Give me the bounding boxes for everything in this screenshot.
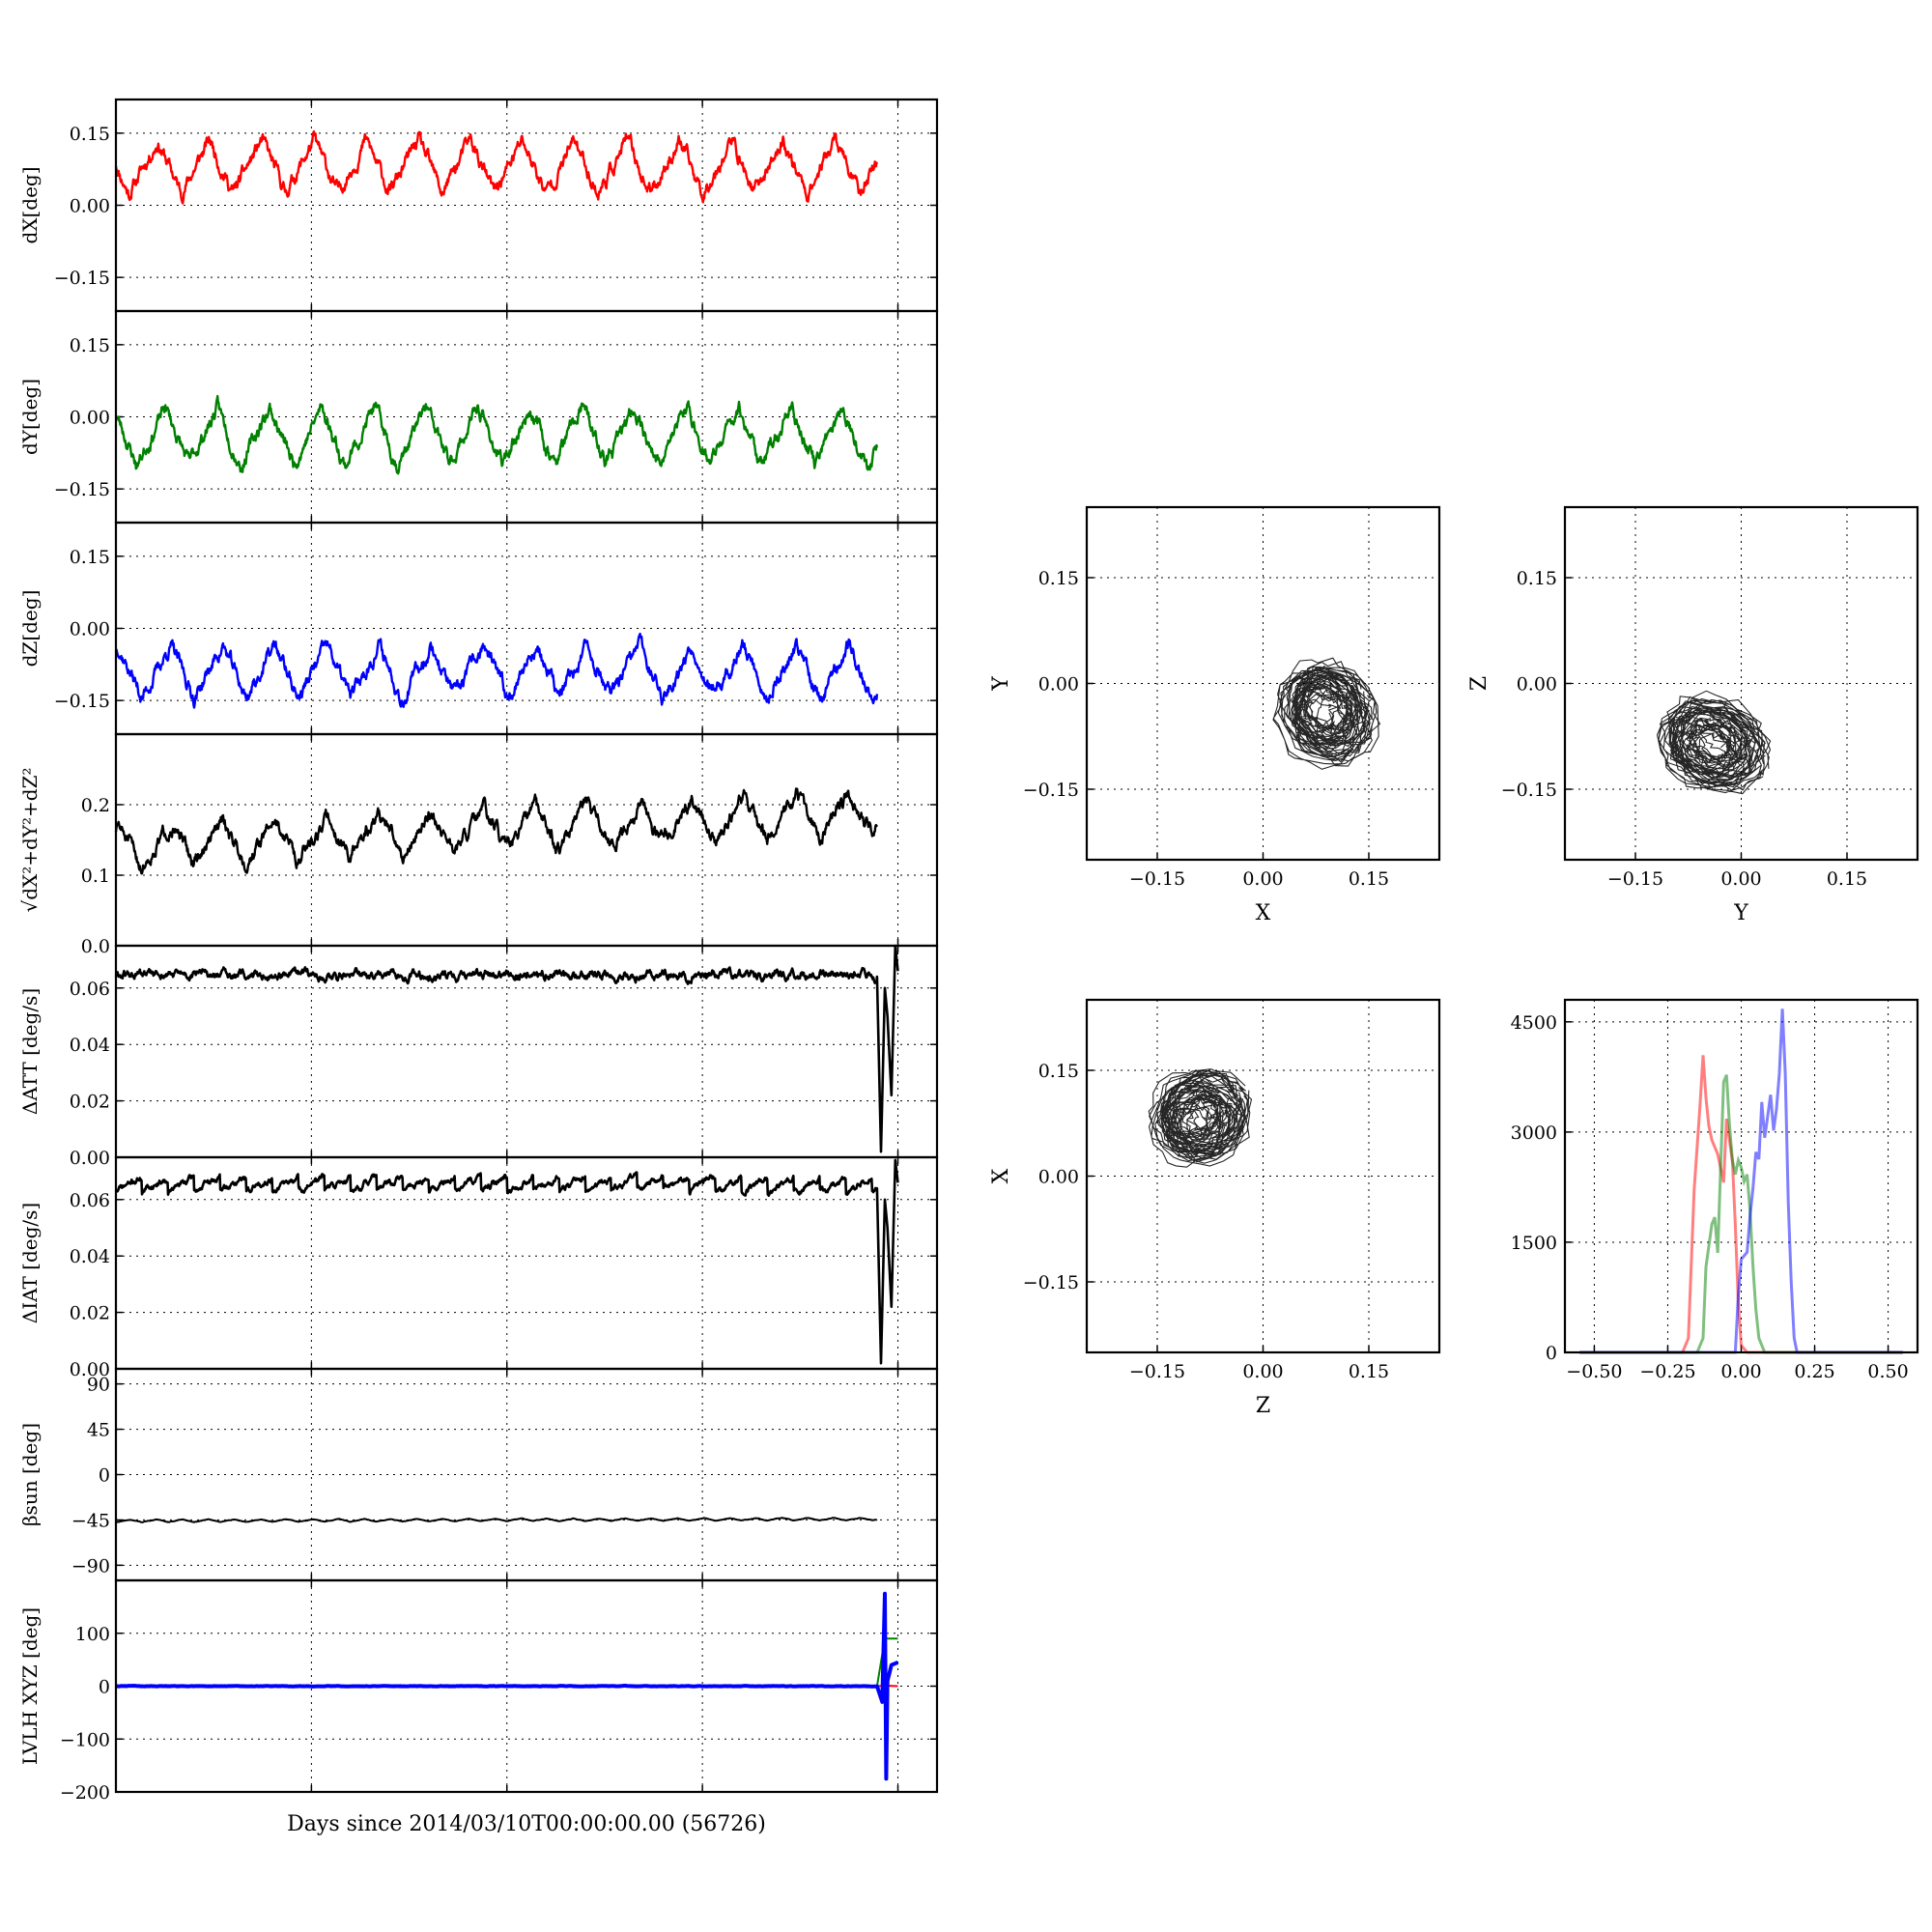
diat-ytick-label: 0.04 [70, 1246, 110, 1267]
zx-xtick-label: −0.15 [1129, 1361, 1185, 1382]
yz-xtick-label: 0.15 [1827, 868, 1867, 890]
hist-xtick-label: 0.50 [1867, 1361, 1908, 1382]
dz-ytick-label: 0.15 [70, 547, 110, 568]
hist-ytick-label: 1500 [1511, 1233, 1557, 1254]
yz-ylabel: Z [1467, 676, 1492, 691]
panel-xy: −0.15 0.00 0.15 −0.15 0.00 0.15 X Y [989, 505, 1441, 925]
xy-ylabel: Y [989, 676, 1013, 692]
dy-series-0 [114, 394, 879, 475]
dy-ytick-label: 0.15 [70, 335, 110, 356]
zx-ytick-label: 0.15 [1038, 1061, 1079, 1082]
yz-xtick-label: 0.00 [1720, 868, 1761, 890]
dr-series-0 [114, 787, 878, 875]
dx-series-0 [114, 129, 879, 205]
beta-ylabel: βsun [deg] [18, 1423, 42, 1526]
hist-ytick-label: 3000 [1511, 1122, 1557, 1144]
yz-ytick-label: 0.15 [1517, 568, 1557, 589]
datt-ytick-label: 0.06 [70, 979, 110, 1000]
dz-ytick-label: 0.00 [70, 619, 110, 640]
hist-ytick-label: 0 [1546, 1343, 1557, 1364]
panel-lvlh: −200 −100 0 100 LVLH XYZ [deg] [18, 1578, 939, 1804]
yz-frame [1563, 505, 1919, 862]
datt-ytick-label: 0.00 [70, 1148, 110, 1169]
hist-hist-series-2 [1579, 1009, 1903, 1354]
diat-ylabel: ΔIAT [deg/s] [18, 1203, 42, 1323]
hist-hist-series-1 [1579, 1074, 1903, 1354]
datt-ylabel: ΔATT [deg/s] [18, 988, 42, 1115]
dr-ytick-label: 0.1 [81, 866, 110, 887]
zx-xtick-label: 0.00 [1242, 1361, 1283, 1382]
beta-ytick-label: 0 [99, 1465, 110, 1487]
dx-ytick-label: 0.15 [70, 124, 110, 145]
panel-yz: −0.15 0.00 0.15 −0.15 0.00 0.15 Y Z [1467, 505, 1919, 925]
panel-dx: −0.15 0.00 0.15 dX[deg] [18, 98, 939, 313]
dx-ylabel: dX[deg] [18, 166, 42, 243]
xy-xtick-label: 0.00 [1242, 868, 1283, 890]
shared-x-axis-label: Days since 2014/03/10T00:00:00.00 (56726… [287, 1812, 766, 1836]
beta-series-0 [115, 1517, 878, 1523]
xy-xlabel: X [1256, 901, 1271, 925]
lvlh-ytick-label: −100 [60, 1729, 110, 1750]
dx-ytick-label: 0.00 [70, 196, 110, 217]
beta-ytick-label: −45 [71, 1510, 110, 1531]
zx-xtick-label: 0.15 [1349, 1361, 1389, 1382]
xy-xtick-label: −0.15 [1129, 868, 1185, 890]
dx-ytick-label: −0.15 [54, 268, 110, 289]
beta-ytick-label: 45 [87, 1420, 110, 1441]
dz-series-0 [114, 632, 879, 709]
dy-ytick-label: 0.00 [70, 408, 110, 429]
lvlh-frame [114, 1578, 939, 1794]
datt-ytick-label: 0.04 [70, 1035, 110, 1056]
zx-ytick-label: 0.00 [1038, 1167, 1079, 1188]
yz-xtick-label: −0.15 [1607, 868, 1663, 890]
dr-ytick-label: 0.2 [81, 795, 110, 816]
diat-ytick-label: 0.00 [70, 1359, 110, 1380]
beta-ytick-label: −90 [71, 1555, 110, 1577]
yz-ytick-label: 0.00 [1517, 674, 1557, 696]
yz-ytick-label: −0.15 [1501, 780, 1557, 801]
datt-series-0 [114, 944, 899, 1153]
dy-ylabel: dY[deg] [18, 379, 42, 455]
yz-xlabel: Y [1733, 901, 1748, 925]
beta-ytick-label: 90 [87, 1375, 110, 1396]
zx-xlabel: Z [1256, 1394, 1270, 1418]
datt-ytick-label: 0.02 [70, 1092, 110, 1113]
xy-ytick-label: 0.15 [1038, 568, 1079, 589]
panel-zx: −0.15 0.00 0.15 −0.15 0.00 0.15 Z X [989, 998, 1441, 1418]
zx-ytick-label: −0.15 [1023, 1272, 1079, 1293]
zx-frame [1085, 998, 1441, 1354]
hist-ytick-label: 4500 [1511, 1012, 1557, 1034]
xy-xtick-label: 0.15 [1349, 868, 1389, 890]
xy-ytick-label: −0.15 [1023, 780, 1079, 801]
xy-ytick-label: 0.00 [1038, 674, 1079, 696]
dz-ytick-label: −0.15 [54, 691, 110, 712]
hist-xtick-label: 0.00 [1720, 1361, 1761, 1382]
lvlh-ytick-label: 100 [75, 1624, 110, 1645]
lvlh-ytick-label: 0 [99, 1677, 110, 1698]
panel-datt: 0.00 0.02 0.04 0.06 ΔATT [deg/s] [18, 944, 939, 1169]
dr-ylabel: √dX²+dY²+dZ² [18, 767, 42, 912]
lvlh-ytick-label: −200 [60, 1782, 110, 1804]
lvlh-series-2 [114, 1591, 899, 1781]
zx-trajectory [1148, 1068, 1253, 1168]
dr-ytick-label: 0.0 [81, 936, 110, 957]
zx-ylabel: X [989, 1168, 1013, 1183]
hist-xtick-label: −0.25 [1639, 1361, 1695, 1382]
dz-ylabel: dZ[deg] [18, 590, 42, 668]
panel-hist: −0.50 −0.25 0.00 0.25 0.50 0 1500 3000 4500 [1511, 998, 1919, 1382]
diat-ytick-label: 0.06 [70, 1190, 110, 1211]
hist-xtick-label: 0.25 [1794, 1361, 1834, 1382]
lvlh-ylabel: LVLH XYZ [deg] [18, 1607, 42, 1765]
xy-frame [1085, 505, 1441, 862]
yz-trajectory [1656, 690, 1772, 795]
diat-series-0 [114, 1158, 899, 1365]
hist-xtick-label: −0.50 [1566, 1361, 1622, 1382]
diat-ytick-label: 0.02 [70, 1303, 110, 1324]
xy-trajectory [1272, 657, 1381, 770]
hist-frame [1563, 998, 1919, 1354]
dy-ytick-label: −0.15 [54, 479, 110, 500]
